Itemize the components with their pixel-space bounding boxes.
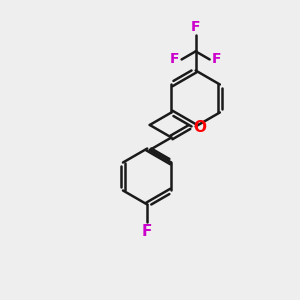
Text: F: F <box>191 20 200 34</box>
Text: F: F <box>212 52 221 67</box>
Text: O: O <box>193 120 206 135</box>
Text: F: F <box>142 224 152 239</box>
Text: F: F <box>170 52 179 67</box>
